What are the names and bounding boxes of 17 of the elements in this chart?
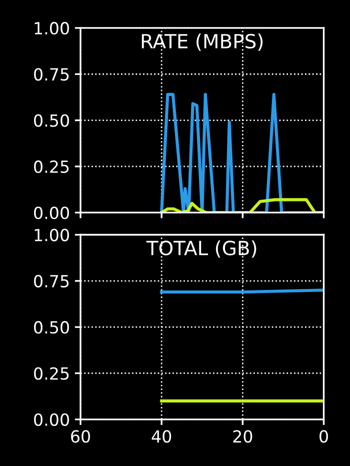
y-tick-label: 0.50 xyxy=(34,321,69,334)
y-tick-label: 0.00 xyxy=(34,206,69,220)
x-tick-label: 40 xyxy=(152,430,172,443)
line-series xyxy=(160,198,324,213)
chart-title: RATE (MBPS) xyxy=(142,34,263,51)
x-tick-label: 20 xyxy=(233,430,252,443)
chart-title: TOTAL (GB) xyxy=(146,240,256,258)
x-tick-label: 0 xyxy=(320,430,328,443)
y-tick-label: 0.75 xyxy=(34,274,69,288)
y-tick-label: 0.75 xyxy=(34,68,69,81)
x-tick-label: 60 xyxy=(71,430,90,443)
y-tick-label: 1.00 xyxy=(34,228,69,242)
y-tick-label: 1.00 xyxy=(34,22,69,35)
y-tick-label: 0.00 xyxy=(34,413,69,426)
y-tick-label: 0.25 xyxy=(34,367,69,380)
y-tick-label: 0.25 xyxy=(34,160,69,174)
y-tick-label: 0.50 xyxy=(34,114,69,127)
